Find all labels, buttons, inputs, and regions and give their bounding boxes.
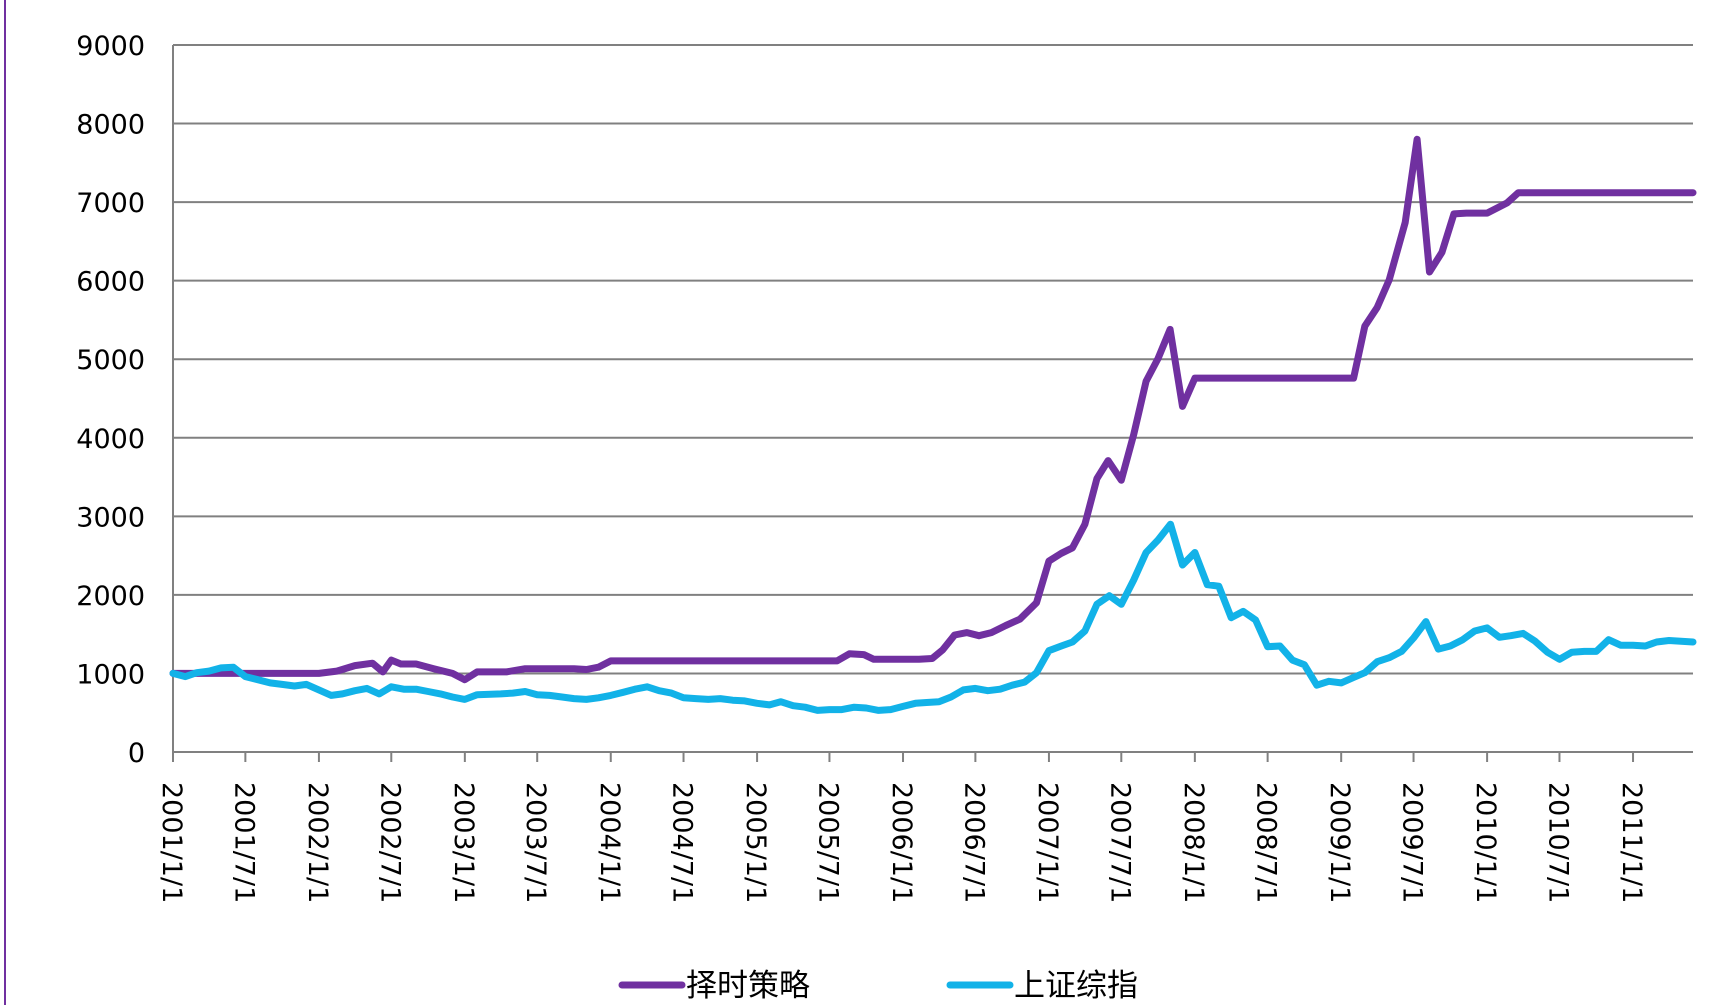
y-tick-label: 0 [128,738,145,769]
y-tick-label: 9000 [76,31,145,62]
y-tick-label: 6000 [76,267,145,298]
x-tick-label: 2009/1/1 [1324,782,1355,903]
x-tick-label: 2010/1/1 [1470,782,1501,903]
y-tick-label: 7000 [76,188,145,219]
x-tick-label: 2003/7/1 [520,782,551,903]
x-tick-label: 2006/1/1 [886,782,917,903]
x-tick-label: 2002/7/1 [374,782,405,903]
x-tick-label: 2008/1/1 [1178,782,1209,903]
series-line-2 [169,520,1697,714]
series-line-1 [169,135,1697,684]
x-tick-label: 2010/7/1 [1542,782,1573,903]
x-tick-label: 2011/1/1 [1616,782,1647,903]
y-tick-label: 3000 [76,502,145,533]
x-axis-tick-labels: 2001/1/1 2001/7/1 2002/1/1 2002/7/1 2003/1/1… [156,782,1647,903]
x-tick-label: 2004/1/1 [594,782,625,903]
y-tick-label: 1000 [76,659,145,690]
y-tick-label: 5000 [76,345,145,376]
x-tick-label: 2004/7/1 [667,782,698,903]
x-tick-label: 2007/1/1 [1032,782,1063,903]
x-tick-label: 2009/7/1 [1397,782,1428,903]
series-lines [169,135,1697,714]
x-tick-label: 2003/1/1 [448,782,479,903]
y-tick-label: 8000 [76,110,145,141]
y-tick-label: 2000 [76,581,145,612]
gridlines [173,44,1693,675]
left-border-line [4,0,6,1005]
x-tick-label: 2001/7/1 [228,782,259,903]
x-tick-label: 2007/7/1 [1104,782,1135,903]
x-tick-label: 2002/1/1 [302,782,333,903]
legend: 择时策略 上证综指 [618,968,1138,1004]
y-tick-label: 4000 [76,424,145,455]
x-tick-label: 2006/7/1 [958,782,989,903]
x-tick-label: 2001/1/1 [156,782,187,903]
legend-label-1: 择时策略 [686,968,810,1004]
legend-label-2: 上证综指 [1014,968,1138,1004]
x-tick-label: 2005/7/1 [812,782,843,903]
y-axis-tick-labels: 0 1000 2000 3000 4000 5000 6000 7000 8000 9000 [76,31,145,769]
x-tick-label: 2005/1/1 [740,782,771,903]
x-tick-label: 2008/7/1 [1251,782,1282,903]
axes [172,45,1693,762]
